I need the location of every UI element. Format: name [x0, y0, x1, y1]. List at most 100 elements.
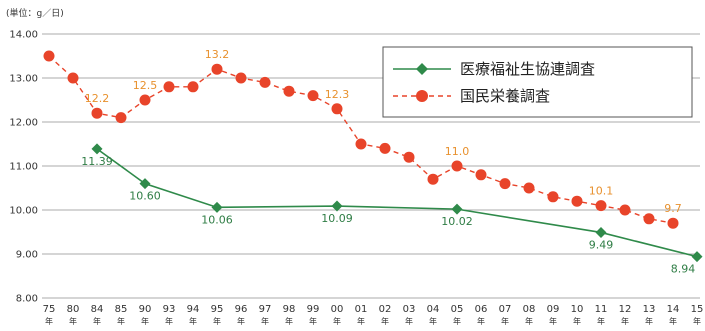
x-tick-suffix: 年 [693, 316, 701, 326]
x-tick-suffix: 年 [357, 316, 365, 326]
point-medical-coop [451, 203, 463, 215]
point-national-nutrition [355, 138, 367, 150]
point-national-nutrition [523, 182, 535, 194]
data-label-medical-coop: 10.02 [441, 215, 473, 228]
x-tick-label: 03 [403, 304, 416, 315]
x-tick-suffix: 年 [165, 316, 173, 326]
x-tick-label: 01 [355, 304, 368, 315]
x-tick-label: 94 [187, 304, 200, 315]
data-label-medical-coop: 10.60 [129, 190, 161, 203]
x-tick-label: 12 [619, 304, 632, 315]
x-tick-suffix: 年 [501, 316, 509, 326]
x-tick-label: 90 [139, 304, 152, 315]
x-tick-label: 75 [43, 304, 56, 315]
x-tick-label: 99 [307, 304, 320, 315]
x-tick-suffix: 年 [333, 316, 341, 326]
x-tick-label: 02 [379, 304, 392, 315]
x-tick-suffix: 年 [453, 316, 461, 326]
x-tick-suffix: 年 [213, 316, 221, 326]
x-tick-label: 07 [499, 304, 512, 315]
point-national-nutrition [547, 191, 559, 203]
point-national-nutrition [403, 151, 415, 163]
x-tick-label: 09 [547, 304, 560, 315]
point-medical-coop [595, 226, 607, 238]
x-tick-suffix: 年 [429, 316, 437, 326]
x-tick-label: 97 [259, 304, 272, 315]
y-tick-label: 14.00 [9, 30, 38, 41]
x-tick-suffix: 年 [69, 316, 77, 326]
x-tick-suffix: 年 [93, 316, 101, 326]
x-tick-label: 08 [523, 304, 536, 315]
legend: 医療福祉生協連調査 国民栄養調査 [382, 46, 693, 118]
x-tick-label: 11 [595, 304, 608, 315]
x-tick-suffix: 年 [477, 316, 485, 326]
data-label-medical-coop: 10.06 [201, 213, 233, 226]
point-national-nutrition [139, 94, 151, 106]
x-tick-suffix: 年 [405, 316, 413, 326]
x-tick-label: 15 [691, 304, 704, 315]
legend-label-medical-coop: 医療福祉生協連調査 [460, 60, 595, 78]
point-national-nutrition [283, 85, 295, 97]
x-tick-suffix: 年 [597, 316, 605, 326]
data-label-medical-coop: 11.39 [81, 155, 113, 168]
point-medical-coop [91, 143, 103, 155]
x-tick-label: 85 [115, 304, 128, 315]
point-national-nutrition [91, 107, 103, 119]
x-tick-label: 84 [91, 304, 104, 315]
data-label-national-nutrition: 10.1 [589, 185, 614, 198]
legend-label-national-nutrition: 国民栄養調査 [460, 87, 550, 105]
x-tick-label: 06 [475, 304, 488, 315]
point-national-nutrition [571, 195, 583, 207]
point-national-nutrition [67, 72, 79, 84]
point-national-nutrition [427, 173, 439, 185]
x-tick-suffix: 年 [189, 316, 197, 326]
point-national-nutrition [643, 213, 655, 225]
x-tick-suffix: 年 [309, 316, 317, 326]
x-tick-label: 04 [427, 304, 440, 315]
point-national-nutrition [235, 72, 247, 84]
x-tick-label: 13 [643, 304, 656, 315]
data-label-medical-coop: 10.09 [321, 212, 353, 225]
x-tick-suffix: 年 [285, 316, 293, 326]
data-label-national-nutrition: 9.7 [664, 202, 682, 215]
point-national-nutrition [331, 103, 343, 115]
x-tick-suffix: 年 [525, 316, 533, 326]
x-tick-label: 98 [283, 304, 296, 315]
y-tick-label: 11.00 [9, 162, 38, 173]
y-tick-label: 8.00 [16, 294, 38, 305]
data-label-medical-coop: 9.49 [589, 238, 614, 251]
x-tick-label: 93 [163, 304, 176, 315]
point-national-nutrition [43, 50, 55, 62]
point-national-nutrition [379, 142, 391, 154]
point-national-nutrition [211, 63, 223, 75]
x-tick-label: 05 [451, 304, 464, 315]
x-tick-suffix: 年 [573, 316, 581, 326]
data-label-national-nutrition: 11.0 [445, 145, 470, 158]
x-tick-suffix: 年 [381, 316, 389, 326]
point-national-nutrition [619, 204, 631, 216]
y-tick-label: 10.00 [9, 206, 38, 217]
x-tick-suffix: 年 [645, 316, 653, 326]
point-national-nutrition [115, 112, 127, 124]
point-national-nutrition [307, 90, 319, 102]
point-national-nutrition [187, 81, 199, 93]
point-medical-coop [211, 201, 223, 213]
point-national-nutrition [595, 200, 607, 212]
grid [42, 33, 700, 299]
x-tick-suffix: 年 [669, 316, 677, 326]
x-tick-label: 95 [211, 304, 224, 315]
x-tick-suffix: 年 [261, 316, 269, 326]
data-label-medical-coop: 8.94 [671, 263, 696, 276]
point-medical-coop [691, 251, 703, 263]
x-tick-suffix: 年 [45, 316, 53, 326]
x-tick-suffix: 年 [141, 316, 149, 326]
x-tick-label: 00 [331, 304, 344, 315]
x-tick-label: 96 [235, 304, 248, 315]
legend-box [382, 46, 693, 118]
legend-marker-diamond [416, 63, 428, 75]
point-national-nutrition [259, 76, 271, 88]
unit-label: (単位：g／日) [6, 7, 64, 19]
point-medical-coop [331, 200, 343, 212]
series-layer: 12.2 12.5 13.2 12.3 11.0 10.1 9.7 11.39 10.60 10.… [43, 48, 703, 276]
